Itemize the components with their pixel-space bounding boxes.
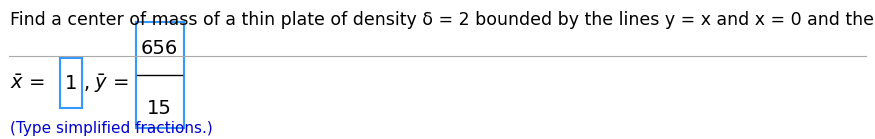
Text: $\bar{y}$ =: $\bar{y}$ =: [94, 72, 130, 95]
Text: 656: 656: [141, 39, 178, 58]
Text: 1: 1: [65, 74, 77, 93]
Text: Find a center of mass of a thin plate of density δ = 2 bounded by the lines y = : Find a center of mass of a thin plate of…: [10, 11, 875, 29]
Text: $\bar{x}$ =: $\bar{x}$ =: [10, 74, 45, 93]
Text: ,: ,: [84, 74, 90, 93]
Text: (Type simplified fractions.): (Type simplified fractions.): [10, 121, 214, 136]
Text: 15: 15: [147, 99, 172, 118]
